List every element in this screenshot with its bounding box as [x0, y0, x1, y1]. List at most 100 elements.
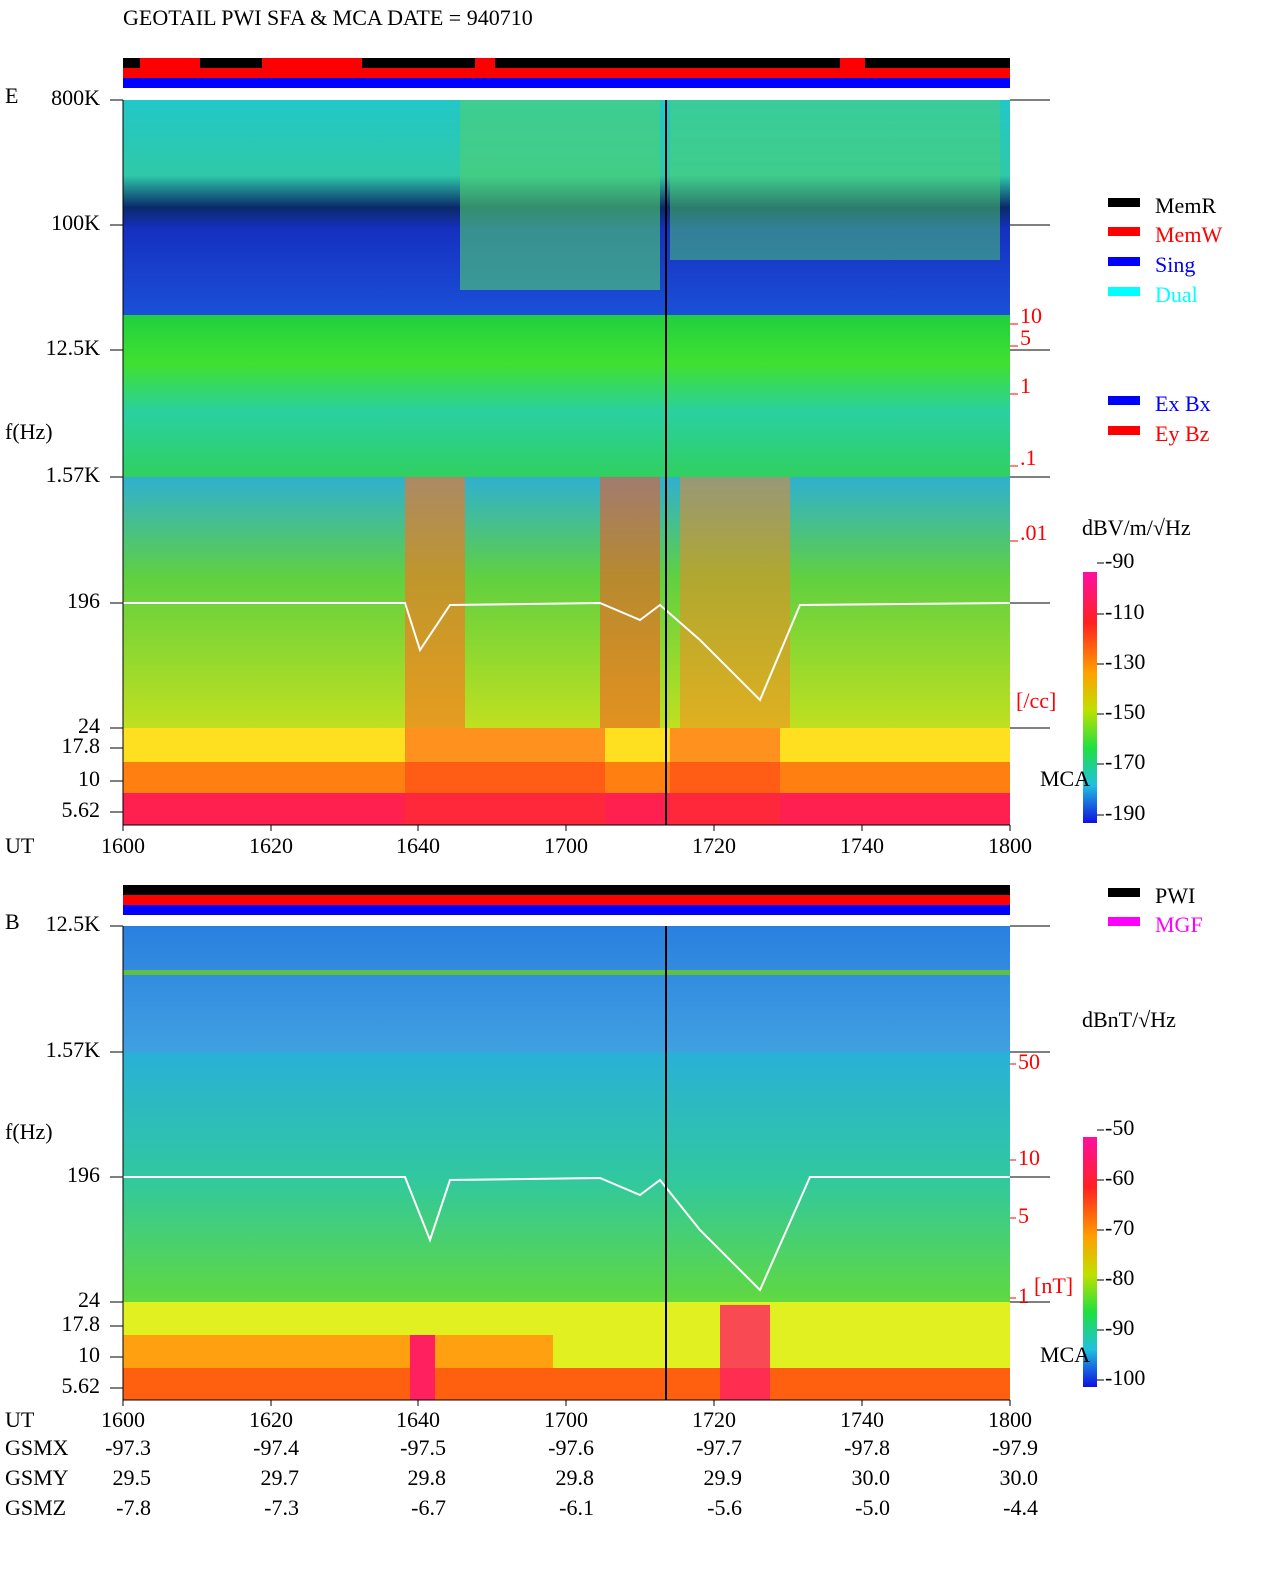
panel-label: B — [5, 909, 20, 934]
orbit-value: 29.8 — [408, 1465, 447, 1490]
freq-tick-label: 10 — [78, 1342, 100, 1367]
panel-label: E — [5, 83, 18, 108]
orbit-value: -97.8 — [844, 1435, 890, 1460]
mca-label: MCA — [1040, 766, 1090, 791]
orbit-value: 30.0 — [852, 1465, 891, 1490]
e-spectrogram — [123, 100, 1011, 825]
field-tick-label: 5 — [1018, 1203, 1029, 1228]
orbit-value: -7.8 — [116, 1495, 151, 1520]
e-status-bars — [123, 58, 1010, 88]
time-tick-label: 1620 — [249, 1407, 293, 1432]
b-colorbar — [1083, 1137, 1097, 1387]
orbit-value: 29.5 — [113, 1465, 152, 1490]
title: GEOTAIL PWI SFA & MCA DATE = 940710 — [123, 5, 533, 30]
freq-tick-label: 5.62 — [62, 1373, 101, 1398]
legend-label: MGF — [1155, 912, 1203, 937]
time-tick-label: 1620 — [249, 833, 293, 858]
orbit-label: GSMX — [5, 1435, 69, 1460]
colorbar-tick-label: -90 — [1105, 548, 1134, 573]
field-tick-label: 1 — [1018, 1283, 1029, 1308]
freq-tick-label: 17.8 — [62, 1311, 101, 1336]
colorbar-unit: dBV/m/√Hz — [1082, 515, 1191, 540]
colorbar-tick-label: -100 — [1105, 1365, 1145, 1390]
legend-label: PWI — [1155, 883, 1195, 908]
density-unit: [/cc] — [1016, 688, 1056, 713]
legend-swatches — [1108, 198, 1140, 926]
orbit-value: 29.9 — [704, 1465, 743, 1490]
orbit-value: -5.6 — [707, 1495, 742, 1520]
density-tick-label: .1 — [1020, 445, 1037, 470]
density-tick-label: 5 — [1020, 325, 1031, 350]
orbit-label: GSMY — [5, 1465, 69, 1490]
time-tick-label: 1740 — [840, 833, 884, 858]
colorbar-tick-label: -170 — [1105, 749, 1145, 774]
colorbar-tick-label: -80 — [1105, 1265, 1134, 1290]
colorbar-tick-label: -190 — [1105, 800, 1145, 825]
freq-tick-label: 17.8 — [62, 733, 101, 758]
freq-axis-label: f(Hz) — [5, 419, 53, 444]
time-axis-label: UT — [5, 1407, 35, 1432]
time-tick-label: 1800 — [988, 833, 1032, 858]
time-tick-label: 1700 — [544, 833, 588, 858]
orbit-value: 30.0 — [1000, 1465, 1039, 1490]
time-axis-label: UT — [5, 833, 35, 858]
time-tick-label: 1600 — [101, 1407, 145, 1432]
b-spectrogram — [123, 885, 1010, 1400]
orbit-value: 29.7 — [261, 1465, 300, 1490]
orbit-value: 29.8 — [556, 1465, 595, 1490]
component-legend-label: Ey Bz — [1155, 421, 1210, 446]
colorbar-tick-label: -90 — [1105, 1315, 1134, 1340]
freq-tick-label: 800K — [51, 85, 100, 110]
orbit-value: -6.1 — [559, 1495, 594, 1520]
orbit-value: -97.3 — [105, 1435, 151, 1460]
density-tick-label: 10 — [1020, 303, 1042, 328]
orbit-value: -97.4 — [253, 1435, 299, 1460]
freq-tick-label: 24 — [78, 713, 100, 738]
colorbar-tick-label: -60 — [1105, 1165, 1134, 1190]
freq-tick-label: 1.57K — [46, 1037, 101, 1062]
orbit-value: -6.7 — [411, 1495, 446, 1520]
legend-label: MemW — [1155, 222, 1222, 247]
mca-label: MCA — [1040, 1342, 1090, 1367]
legend-label: MemR — [1155, 193, 1216, 218]
orbit-value: -97.7 — [696, 1435, 742, 1460]
colorbar-tick-label: -130 — [1105, 649, 1145, 674]
freq-tick-label: 196 — [67, 588, 100, 613]
field-unit: [nT] — [1034, 1273, 1073, 1298]
component-legend-label: Ex Bx — [1155, 391, 1211, 416]
freq-tick-label: 196 — [67, 1162, 100, 1187]
colorbar-tick-label: -70 — [1105, 1215, 1134, 1240]
freq-tick-label: 10 — [78, 766, 100, 791]
freq-tick-label: 24 — [78, 1287, 100, 1312]
colorbar-tick-label: -150 — [1105, 699, 1145, 724]
density-tick-label: 1 — [1020, 373, 1031, 398]
freq-axis-label: f(Hz) — [5, 1119, 53, 1144]
legend-label: Sing — [1155, 252, 1195, 277]
time-tick-label: 1700 — [544, 1407, 588, 1432]
colorbar-unit: dBnT/√Hz — [1082, 1007, 1176, 1032]
orbit-value: -97.9 — [992, 1435, 1038, 1460]
time-tick-label: 1740 — [840, 1407, 884, 1432]
time-tick-label: 1800 — [988, 1407, 1032, 1432]
freq-tick-label: 5.62 — [62, 797, 101, 822]
field-tick-label: 50 — [1018, 1049, 1040, 1074]
orbit-label: GSMZ — [5, 1495, 66, 1520]
time-tick-label: 1640 — [396, 1407, 440, 1432]
freq-tick-label: 12.5K — [46, 335, 101, 360]
time-tick-label: 1600 — [101, 833, 145, 858]
time-tick-label: 1720 — [692, 833, 736, 858]
orbit-value: -5.0 — [855, 1495, 890, 1520]
orbit-value: -7.3 — [264, 1495, 299, 1520]
colorbar-tick-label: -50 — [1105, 1115, 1134, 1140]
orbit-value: -4.4 — [1003, 1495, 1038, 1520]
colorbar-tick-label: -110 — [1105, 599, 1145, 624]
freq-tick-label: 1.57K — [46, 462, 101, 487]
orbit-value: -97.5 — [400, 1435, 446, 1460]
freq-tick-label: 12.5K — [46, 911, 101, 936]
time-tick-label: 1720 — [692, 1407, 736, 1432]
field-tick-label: 10 — [1018, 1145, 1040, 1170]
e-colorbar — [1083, 572, 1097, 823]
density-tick-label: .01 — [1020, 520, 1048, 545]
time-tick-label: 1640 — [396, 833, 440, 858]
